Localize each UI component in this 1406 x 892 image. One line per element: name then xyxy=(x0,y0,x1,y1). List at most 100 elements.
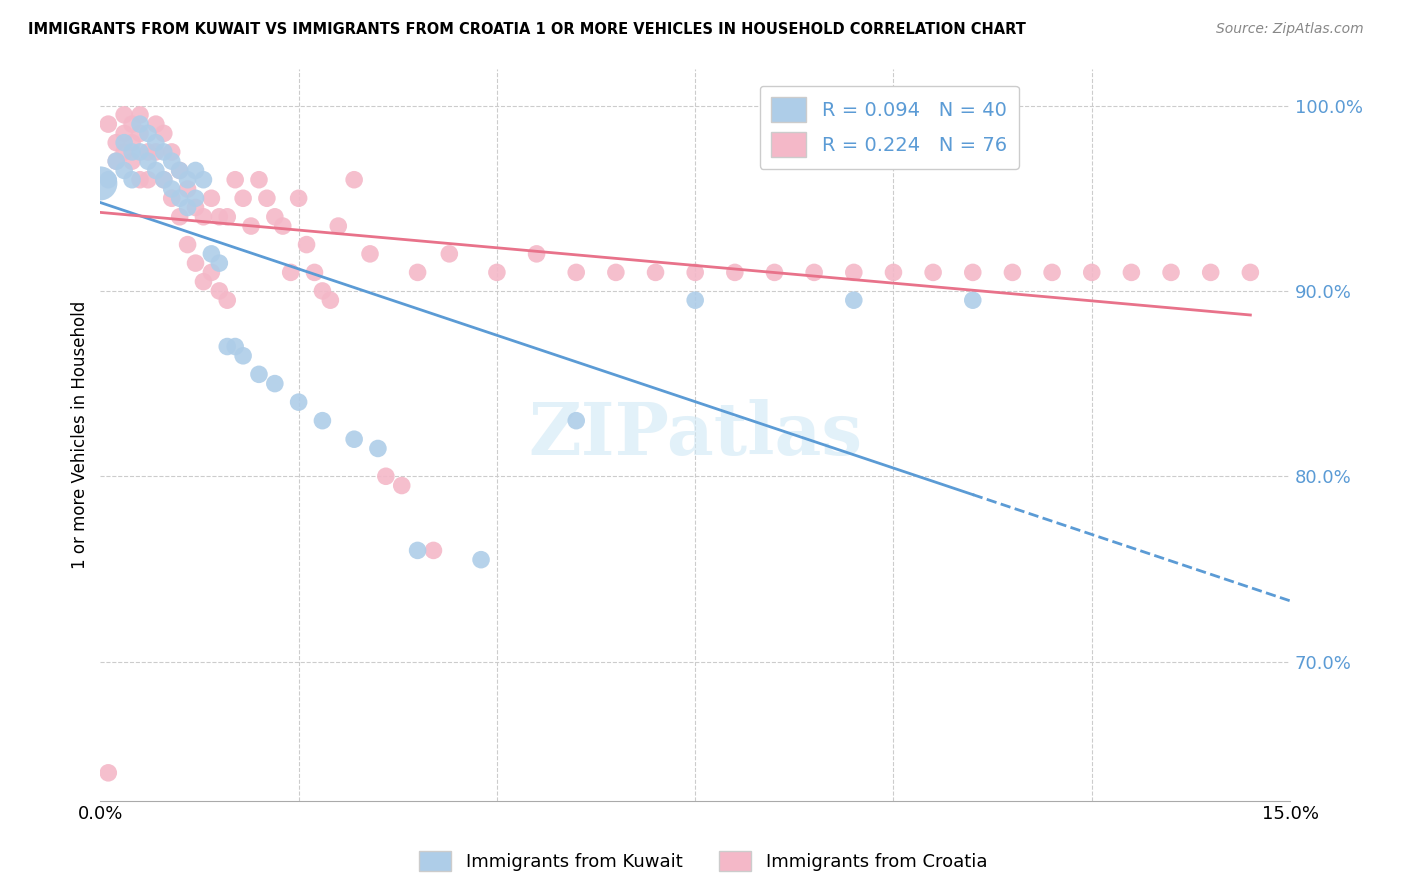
Point xyxy=(367,442,389,456)
Point xyxy=(217,210,239,224)
Text: Source: ZipAtlas.com: Source: ZipAtlas.com xyxy=(1216,22,1364,37)
Point xyxy=(160,145,183,159)
Y-axis label: 1 or more Vehicles in Household: 1 or more Vehicles in Household xyxy=(72,301,89,569)
Point xyxy=(129,127,152,141)
Point xyxy=(247,368,270,382)
Point xyxy=(184,256,207,270)
Point xyxy=(200,247,222,261)
Point xyxy=(232,349,254,363)
Point xyxy=(287,395,309,409)
Point xyxy=(842,265,865,279)
Point xyxy=(232,191,254,205)
Point xyxy=(176,172,198,186)
Point xyxy=(422,543,444,558)
Point xyxy=(683,293,706,308)
Point xyxy=(169,163,191,178)
Point xyxy=(1121,265,1143,279)
Point xyxy=(153,145,176,159)
Point xyxy=(169,210,191,224)
Point xyxy=(485,265,508,279)
Point xyxy=(160,154,183,169)
Point xyxy=(184,201,207,215)
Point xyxy=(193,172,215,186)
Point xyxy=(208,256,231,270)
Point xyxy=(121,172,143,186)
Point xyxy=(208,284,231,298)
Point xyxy=(153,127,176,141)
Point xyxy=(129,145,152,159)
Point xyxy=(200,191,222,205)
Point xyxy=(121,154,143,169)
Point xyxy=(763,265,786,279)
Point xyxy=(319,293,342,308)
Point xyxy=(121,136,143,150)
Point xyxy=(184,163,207,178)
Point xyxy=(129,117,152,131)
Point xyxy=(1040,265,1063,279)
Point xyxy=(112,136,135,150)
Point xyxy=(105,154,128,169)
Point xyxy=(145,163,167,178)
Point xyxy=(328,219,350,233)
Point xyxy=(193,275,215,289)
Point xyxy=(406,543,429,558)
Text: ZIPatlas: ZIPatlas xyxy=(529,399,862,470)
Point xyxy=(193,210,215,224)
Point xyxy=(129,108,152,122)
Point xyxy=(1199,265,1222,279)
Point xyxy=(280,265,302,279)
Point xyxy=(304,265,326,279)
Point xyxy=(176,237,198,252)
Point xyxy=(1160,265,1182,279)
Point xyxy=(224,172,246,186)
Point xyxy=(882,265,904,279)
Point xyxy=(153,172,176,186)
Point xyxy=(208,210,231,224)
Point xyxy=(112,127,135,141)
Point xyxy=(145,117,167,131)
Point xyxy=(256,191,278,205)
Point xyxy=(343,172,366,186)
Legend: R = 0.094   N = 40, R = 0.224   N = 76: R = 0.094 N = 40, R = 0.224 N = 76 xyxy=(759,86,1018,169)
Point xyxy=(97,117,120,131)
Point xyxy=(842,293,865,308)
Point xyxy=(169,163,191,178)
Point xyxy=(644,265,666,279)
Point xyxy=(153,172,176,186)
Point xyxy=(240,219,263,233)
Point xyxy=(406,265,429,279)
Point xyxy=(217,293,239,308)
Point xyxy=(97,172,120,186)
Point xyxy=(683,265,706,279)
Point xyxy=(605,265,627,279)
Point xyxy=(184,191,207,205)
Point xyxy=(391,478,413,492)
Point xyxy=(374,469,396,483)
Point xyxy=(922,265,945,279)
Point xyxy=(470,552,492,566)
Point xyxy=(311,414,333,428)
Point xyxy=(962,293,984,308)
Point xyxy=(724,265,747,279)
Point xyxy=(112,108,135,122)
Point xyxy=(247,172,270,186)
Point xyxy=(200,265,222,279)
Point xyxy=(287,191,309,205)
Point xyxy=(160,191,183,205)
Point xyxy=(1001,265,1024,279)
Point xyxy=(121,117,143,131)
Point xyxy=(145,136,167,150)
Point xyxy=(343,432,366,446)
Point xyxy=(217,339,239,353)
Point xyxy=(526,247,548,261)
Point xyxy=(97,765,120,780)
Point xyxy=(565,414,588,428)
Point xyxy=(89,177,111,191)
Point xyxy=(295,237,318,252)
Point xyxy=(439,247,461,261)
Point xyxy=(105,136,128,150)
Point xyxy=(136,172,159,186)
Point xyxy=(112,145,135,159)
Point xyxy=(112,163,135,178)
Point xyxy=(224,339,246,353)
